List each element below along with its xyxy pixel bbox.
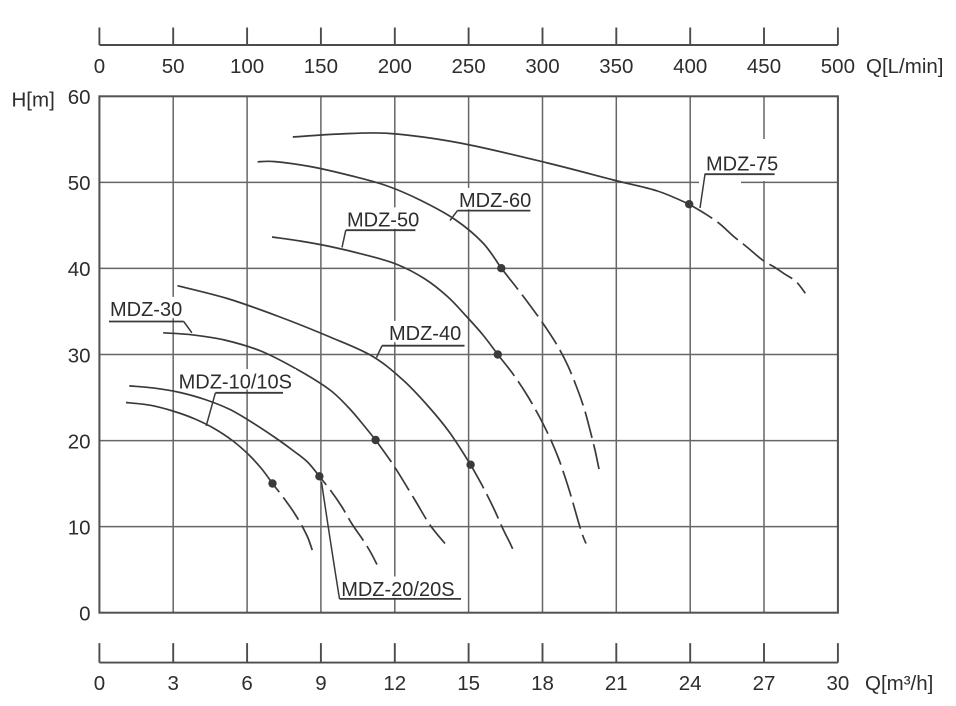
svg-text:30: 30	[68, 344, 91, 367]
svg-text:50: 50	[162, 55, 185, 78]
svg-text:400: 400	[673, 55, 707, 78]
svg-text:21: 21	[605, 672, 628, 695]
svg-text:10: 10	[68, 516, 91, 539]
svg-text:60: 60	[68, 86, 91, 109]
svg-text:100: 100	[230, 55, 264, 78]
svg-text:Q[L/min]: Q[L/min]	[866, 55, 943, 78]
svg-text:12: 12	[383, 672, 406, 695]
svg-text:MDZ-75: MDZ-75	[706, 154, 778, 176]
svg-text:MDZ-10/10S: MDZ-10/10S	[179, 371, 292, 393]
svg-text:300: 300	[525, 55, 559, 78]
svg-text:27: 27	[753, 672, 776, 695]
svg-text:350: 350	[599, 55, 633, 78]
svg-text:30: 30	[826, 672, 849, 695]
svg-text:6: 6	[241, 672, 252, 695]
svg-text:20: 20	[68, 430, 91, 453]
svg-text:0: 0	[79, 603, 90, 626]
svg-text:MDZ-40: MDZ-40	[389, 323, 461, 345]
svg-text:18: 18	[531, 672, 554, 695]
svg-text:Q[m³/h]: Q[m³/h]	[865, 672, 933, 695]
svg-text:15: 15	[457, 672, 480, 695]
svg-text:500: 500	[821, 55, 855, 78]
svg-text:40: 40	[68, 258, 91, 281]
svg-text:3: 3	[167, 672, 178, 695]
svg-text:24: 24	[679, 672, 702, 695]
svg-text:MDZ-20/20S: MDZ-20/20S	[341, 579, 454, 601]
svg-text:50: 50	[68, 172, 91, 195]
svg-text:MDZ-30: MDZ-30	[110, 299, 182, 321]
svg-text:150: 150	[304, 55, 338, 78]
svg-text:0: 0	[94, 672, 105, 695]
svg-text:9: 9	[315, 672, 326, 695]
svg-text:MDZ-50: MDZ-50	[347, 210, 419, 232]
svg-text:250: 250	[451, 55, 485, 78]
svg-text:450: 450	[747, 55, 781, 78]
svg-text:H[m]: H[m]	[12, 89, 55, 112]
svg-text:200: 200	[378, 55, 412, 78]
svg-text:MDZ-60: MDZ-60	[459, 190, 531, 212]
svg-text:0: 0	[94, 55, 105, 78]
